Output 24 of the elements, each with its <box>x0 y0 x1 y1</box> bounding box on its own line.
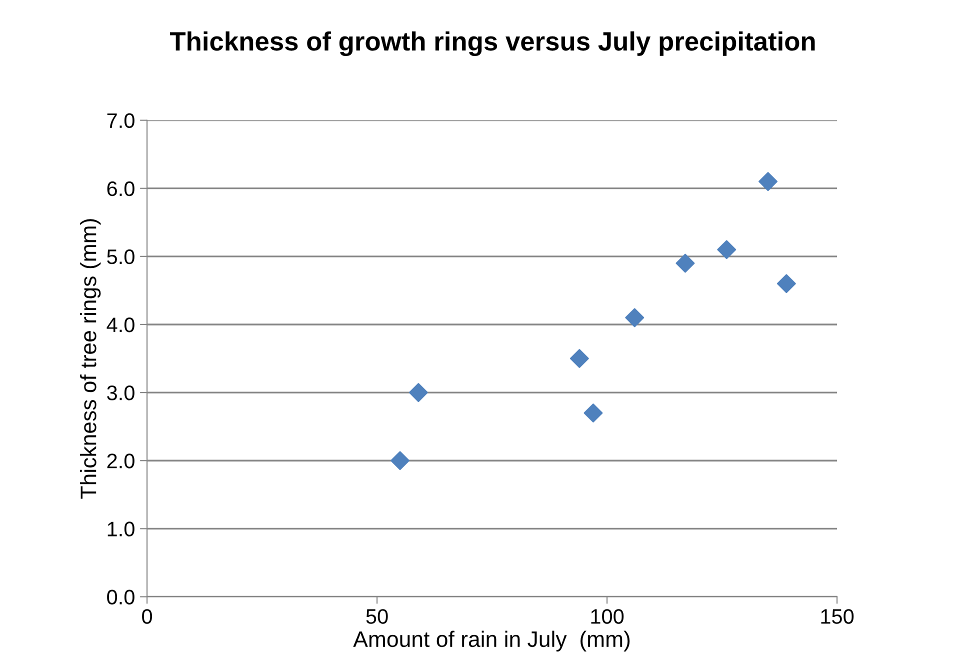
y-tick-label: 7.0 <box>107 113 134 128</box>
point <box>625 308 644 328</box>
point <box>717 240 736 260</box>
point <box>758 172 778 192</box>
x-tick-label: 50 <box>366 609 388 624</box>
y-tick-label: 4.0 <box>106 317 134 332</box>
point <box>570 349 589 368</box>
point <box>776 274 796 294</box>
x-tick-label: 100 <box>591 609 624 624</box>
y-tick-label: 5.0 <box>107 249 134 264</box>
y-tick-label: 2.0 <box>107 454 134 468</box>
y-tick-label: 3.0 <box>107 386 134 400</box>
x-axis-title: Amount of rain in July (mm) <box>353 630 630 652</box>
point <box>584 403 603 422</box>
point <box>390 451 410 470</box>
chart-title: Thickness of growth rings versus July precipitation <box>170 31 815 56</box>
x-tick-label: 0 <box>142 609 152 624</box>
y-tick-label: 0.0 <box>107 590 134 604</box>
y-tick-label: 6.0 <box>107 181 134 196</box>
point <box>676 254 695 273</box>
point <box>408 383 428 402</box>
y-axis-title: Thickness of tree rings (mm) <box>80 219 101 499</box>
y-tick-label: 1.0 <box>108 522 134 536</box>
x-tick-label: 150 <box>821 609 854 624</box>
